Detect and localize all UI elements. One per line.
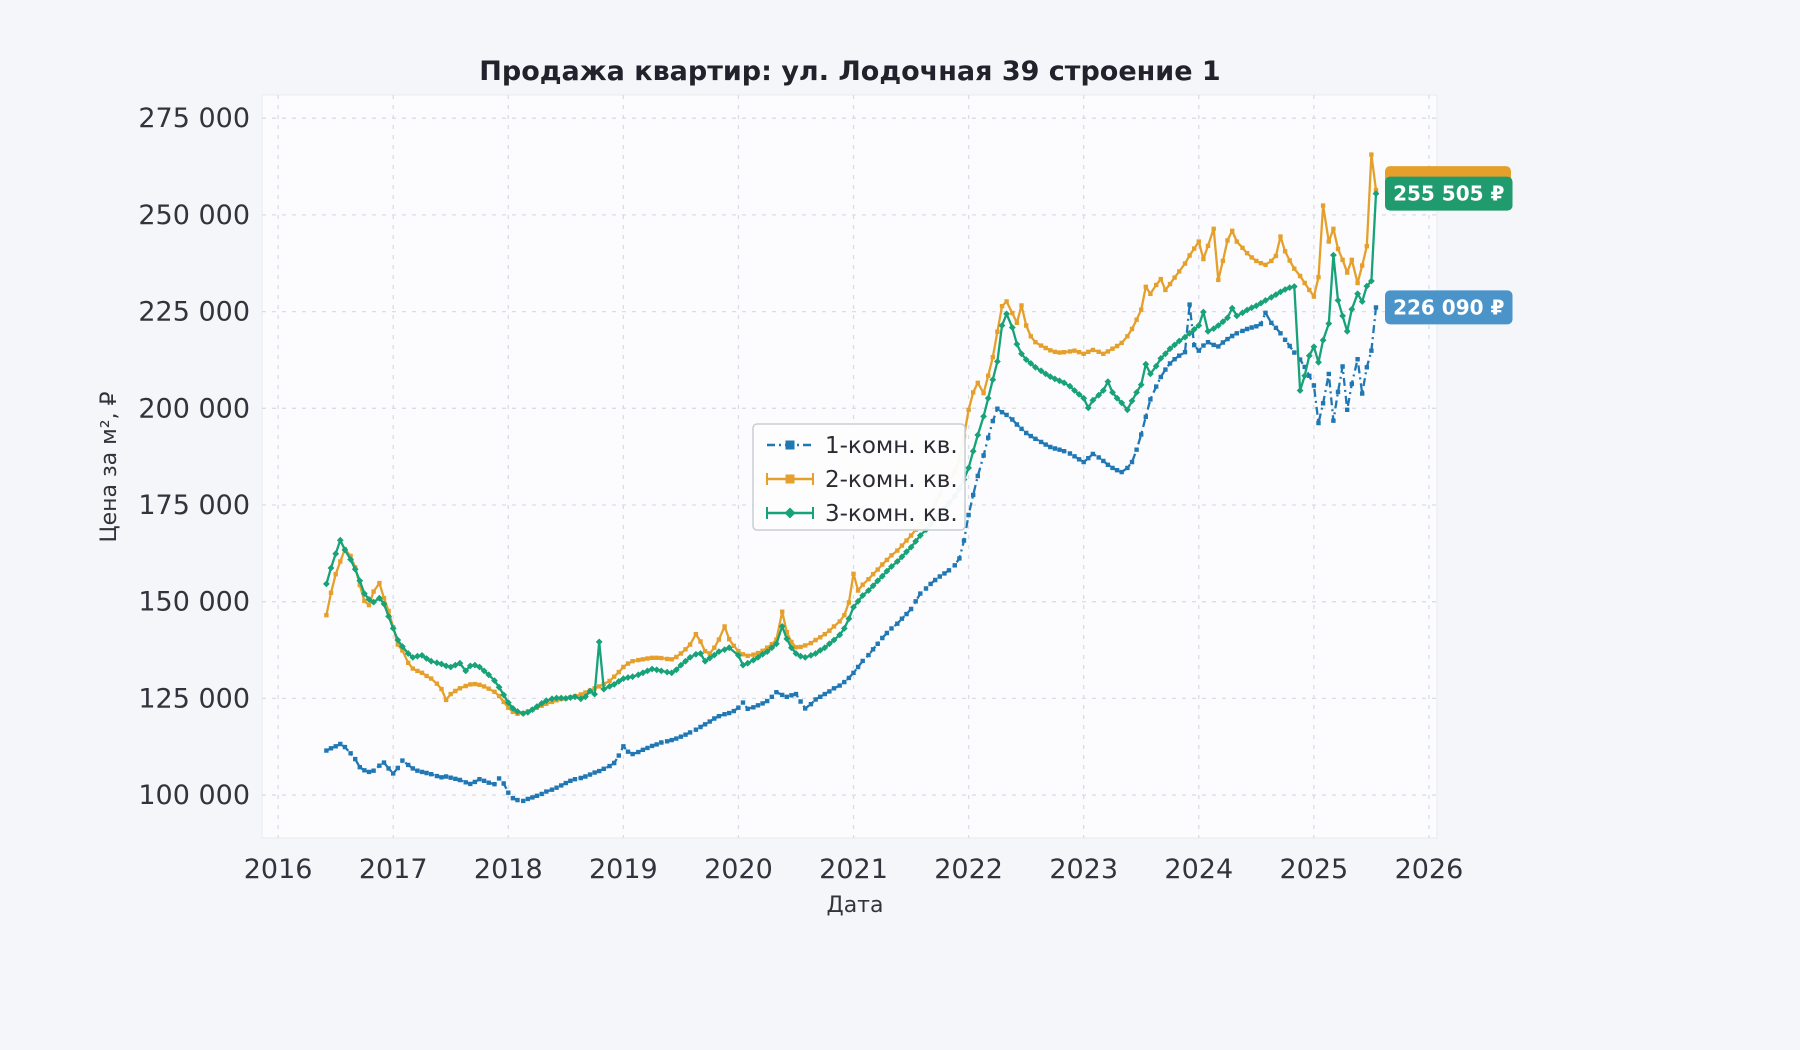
y-axis-tick-labels: 100 000 125 000 150 000 175 000 200 000 225 0… — [138, 103, 250, 811]
x-tick-label: 2016 — [244, 854, 313, 885]
y-tick-label: 200 000 — [138, 393, 250, 424]
series-line-1 — [325, 303, 1378, 803]
legend-label: 1-комн. кв. — [825, 433, 958, 459]
x-tick-label: 2019 — [589, 854, 658, 885]
series-line-2 — [325, 153, 1378, 715]
legend-marker — [785, 440, 795, 450]
x-tick-label: 2020 — [704, 854, 773, 885]
x-tick-label: 2024 — [1164, 854, 1233, 885]
series-lines — [323, 152, 1380, 804]
y-tick-label: 150 000 — [138, 587, 250, 618]
y-tick-label: 250 000 — [138, 200, 250, 231]
chart-title: Продажа квартир: ул. Лодочная 39 строени… — [479, 56, 1220, 87]
x-tick-label: 2023 — [1049, 854, 1118, 885]
legend-marker — [784, 507, 796, 519]
y-tick-label: 100 000 — [138, 780, 250, 811]
x-tick-label: 2017 — [359, 854, 428, 885]
y-tick-label: 275 000 — [138, 103, 250, 134]
x-tick-label: 2025 — [1280, 854, 1349, 885]
legend-label: 3-комн. кв. — [825, 501, 958, 527]
end-value-badge-text: 226 090 ₽ — [1393, 295, 1504, 319]
x-tick-label: 2026 — [1395, 854, 1464, 885]
legend-marker — [785, 474, 795, 484]
legend-box — [752, 423, 966, 531]
y-tick-label: 175 000 — [138, 490, 250, 521]
legend-label: 2-комн. кв. — [825, 467, 958, 493]
end-value-badge-3 — [1385, 176, 1513, 211]
end-value-badge-text: 255 505 ₽ — [1393, 182, 1504, 206]
x-tick-label: 2021 — [819, 854, 888, 885]
y-tick-label: 125 000 — [138, 683, 250, 714]
end-value-badges: 255 505 ₽ 226 090 ₽ — [1385, 166, 1513, 325]
end-value-badge-1 — [1385, 290, 1513, 325]
x-tick-label: 2022 — [934, 854, 1003, 885]
x-tick-label: 2018 — [474, 854, 543, 885]
x-axis-tick-labels: 2016 2017 2018 2019 2020 2021 2022 2023 2024 2025… — [244, 854, 1464, 885]
legend: 1-комн. кв. 2-комн. кв. 3-комн. кв. — [752, 423, 966, 531]
y-tick-label: 225 000 — [138, 297, 250, 328]
y-axis-label: Цена за м², ₽ — [97, 391, 122, 542]
x-axis-label: Дата — [827, 893, 884, 918]
